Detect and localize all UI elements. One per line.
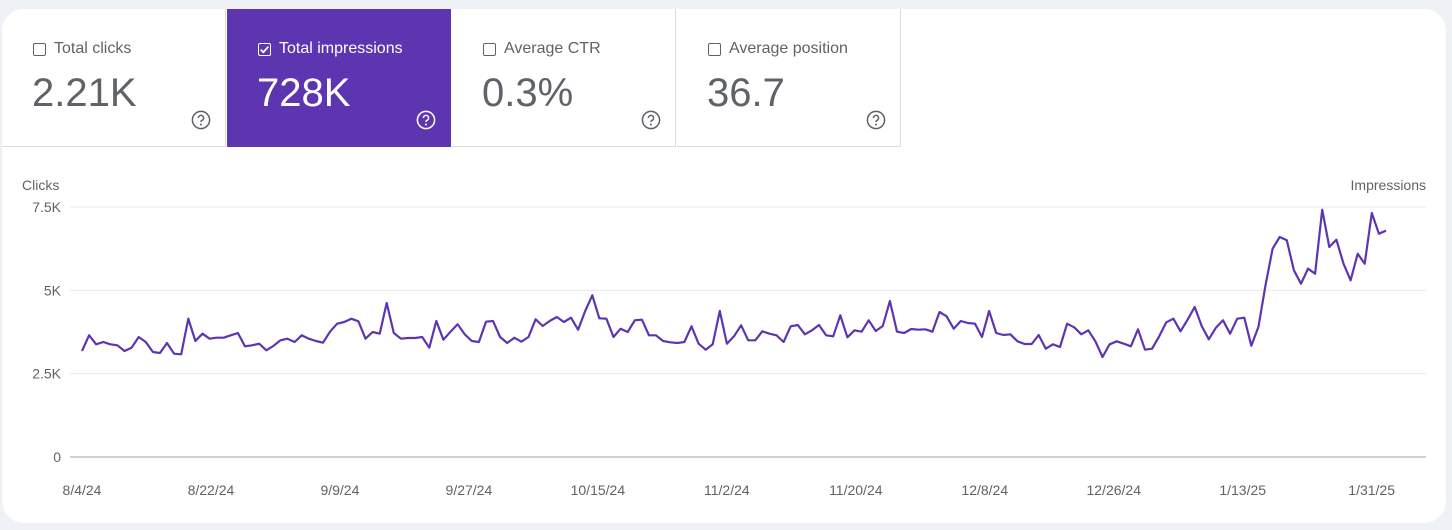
- metric-label: Total impressions: [279, 40, 403, 57]
- x-tick-label: 9/9/24: [320, 482, 359, 498]
- metric-tile-average-ctr[interactable]: Average CTR 0.3%: [452, 9, 676, 147]
- metric-value: 2.21K: [32, 71, 137, 115]
- metric-label: Total clicks: [54, 40, 132, 57]
- help-circle-icon[interactable]: [641, 110, 661, 130]
- checkbox-icon[interactable]: [483, 42, 496, 56]
- help-circle-icon[interactable]: [191, 110, 211, 130]
- metric-tile-average-position[interactable]: Average position 36.7: [677, 9, 901, 147]
- x-tick-label: 1/31/25: [1348, 482, 1395, 498]
- x-tick-label: 12/26/24: [1086, 482, 1141, 498]
- help-circle-icon[interactable]: [866, 110, 886, 130]
- left-axis-title: Clicks: [22, 177, 59, 193]
- series-line-impressions: [80, 208, 1387, 359]
- x-tick-label: 9/27/24: [446, 482, 493, 498]
- metric-tile-total-impressions[interactable]: Total impressions 728K: [227, 9, 451, 147]
- x-tick-label: 12/8/24: [961, 482, 1008, 498]
- x-tick-label: 8/22/24: [188, 482, 235, 498]
- checkbox-icon[interactable]: [708, 42, 721, 56]
- checkbox-icon[interactable]: [258, 42, 271, 56]
- x-tick-label: 10/15/24: [571, 482, 626, 498]
- metric-value: 0.3%: [482, 71, 574, 115]
- x-tick-label: 8/4/24: [63, 482, 102, 498]
- checkbox-icon[interactable]: [33, 42, 46, 56]
- x-tick-label: 11/20/24: [829, 482, 883, 498]
- x-tick-label: 1/13/25: [1219, 482, 1266, 498]
- right-axis-title: Impressions: [1351, 177, 1426, 193]
- x-tick-label: 11/2/24: [704, 482, 750, 498]
- check-icon: [259, 45, 270, 53]
- metric-label: Average CTR: [504, 40, 601, 57]
- metric-value: 36.7: [707, 71, 785, 115]
- metric-tile-total-clicks[interactable]: Total clicks 2.21K: [2, 9, 226, 147]
- performance-card: Total clicks 2.21K Total impressions 728…: [2, 9, 1446, 523]
- help-circle-icon[interactable]: [416, 110, 436, 130]
- y-tick-label: 5K: [44, 282, 62, 298]
- impressions-line-chart: Clicks Impressions 0 2.5K 5K 7.5K 8/4/24 8/22/2…: [22, 177, 1426, 498]
- metric-label: Average position: [729, 40, 848, 57]
- y-tick-label: 2.5K: [32, 366, 61, 382]
- y-tick-label: 7.5K: [32, 199, 61, 215]
- y-tick-label: 0: [53, 449, 61, 465]
- metric-value: 728K: [257, 71, 351, 115]
